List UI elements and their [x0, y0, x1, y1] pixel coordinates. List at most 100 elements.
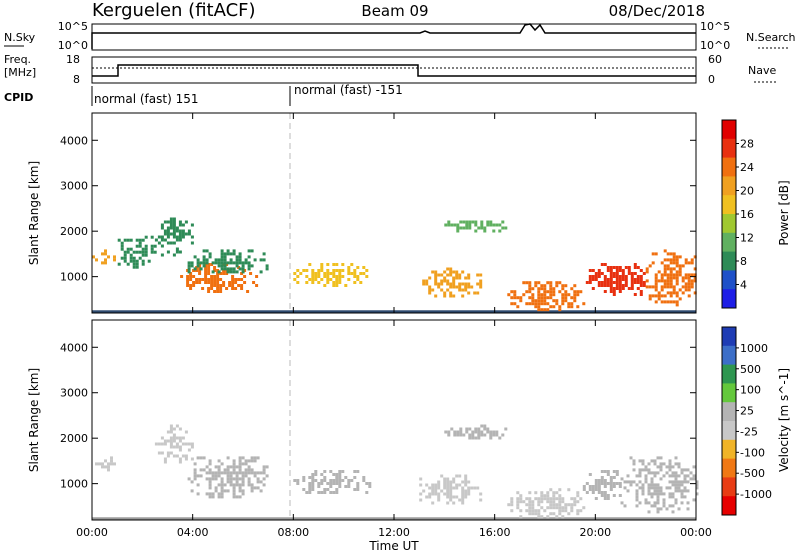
echo-cell — [525, 281, 529, 285]
echo-cell — [425, 483, 429, 487]
echo-cell — [674, 471, 678, 475]
echo-cell — [437, 282, 441, 286]
echo-cell — [546, 494, 550, 498]
echo-cell — [232, 471, 236, 475]
echo-cell — [123, 256, 127, 260]
echo-cell — [552, 290, 556, 294]
echo-cell — [232, 261, 236, 265]
echo-cell — [609, 488, 613, 491]
echo-cell — [172, 235, 176, 239]
echo-cell — [561, 509, 565, 513]
echo-cell — [253, 471, 257, 475]
echo-cell — [516, 506, 520, 510]
echo-cell — [638, 468, 642, 472]
echo-cell — [465, 226, 469, 230]
echo-cell — [362, 272, 366, 275]
echo-cell — [534, 491, 538, 495]
echo-cell — [618, 485, 622, 488]
echo-cell — [169, 223, 173, 227]
echo-cell — [675, 282, 679, 286]
echo-cell — [446, 501, 450, 505]
echo-cell — [686, 501, 690, 505]
echo-cell — [555, 515, 559, 519]
echo-cell — [341, 479, 345, 482]
echo-cell — [576, 290, 580, 294]
echo-cell — [537, 497, 541, 501]
echo-cell — [540, 284, 544, 288]
echo-cell — [476, 486, 480, 490]
echo-cell — [240, 272, 244, 275]
echo-cell — [653, 501, 657, 505]
echo-cell — [657, 270, 661, 274]
echo-cell — [428, 492, 432, 496]
echo-cell — [498, 223, 502, 227]
echo-cell — [217, 474, 221, 478]
echo-cell — [680, 492, 684, 496]
echo-cell — [223, 252, 227, 256]
echo-cell — [196, 474, 200, 478]
echo-cell — [638, 459, 642, 463]
echo-cell — [347, 269, 351, 272]
echo-cell — [204, 278, 208, 281]
echo-cell — [650, 492, 654, 496]
echo-cell — [648, 285, 652, 289]
echo-region — [187, 249, 269, 274]
echo-cell — [220, 252, 224, 256]
echo-cell — [166, 439, 170, 443]
velocity-plot-area — [92, 320, 696, 520]
echo-cell — [639, 284, 643, 287]
y-tick-label: 4000 — [60, 341, 88, 354]
echo-cell — [311, 488, 315, 491]
echo-cell — [680, 480, 684, 484]
echo-cell — [683, 480, 687, 484]
echo-cell — [543, 308, 547, 312]
echo-cell — [666, 276, 670, 280]
echo-cell — [247, 477, 251, 481]
echo-cell — [192, 269, 196, 272]
echo-cell — [208, 495, 212, 499]
echo-cell — [129, 253, 133, 257]
echo-cell — [166, 430, 170, 434]
echo-cell — [113, 255, 116, 259]
echo-cell — [588, 488, 592, 491]
echo-cell — [669, 291, 673, 295]
echo-cell — [600, 479, 604, 482]
echo-cell — [531, 302, 535, 306]
echo-cell — [543, 299, 547, 303]
echo-cell — [567, 302, 571, 306]
echo-cell — [353, 281, 357, 284]
echo-cell — [644, 501, 648, 505]
echo-cell — [186, 284, 190, 287]
echo-cell — [175, 424, 179, 428]
echo-cell — [190, 442, 194, 446]
echo-cell — [353, 269, 357, 272]
echo-cell — [228, 281, 232, 284]
echo-cell — [479, 498, 483, 502]
echo-cell — [609, 269, 613, 272]
echo-cell — [238, 465, 242, 469]
echo-cell — [199, 267, 203, 271]
echo-cell — [686, 474, 690, 478]
echo-cell — [647, 489, 651, 493]
echo-cell — [172, 439, 176, 443]
echo-cell — [653, 459, 657, 463]
echo-cell — [642, 272, 646, 275]
echo-cell — [184, 220, 188, 224]
freq-trace — [92, 64, 696, 77]
echo-cell — [104, 459, 107, 463]
echo-cell — [208, 255, 212, 259]
echo-cell — [135, 262, 139, 266]
echo-cell — [201, 287, 205, 290]
echo-cell — [461, 282, 465, 286]
echo-cell — [653, 474, 657, 478]
echo-cell — [169, 226, 173, 230]
echo-cell — [564, 299, 568, 303]
echo-cell — [693, 291, 697, 295]
echo-cell — [597, 284, 601, 287]
echo-cell — [650, 504, 654, 508]
echo-cell — [172, 220, 176, 224]
echo-cell — [434, 492, 438, 496]
echo-cell — [181, 232, 185, 236]
echo-cell — [641, 462, 645, 466]
echo-cell — [666, 291, 670, 295]
